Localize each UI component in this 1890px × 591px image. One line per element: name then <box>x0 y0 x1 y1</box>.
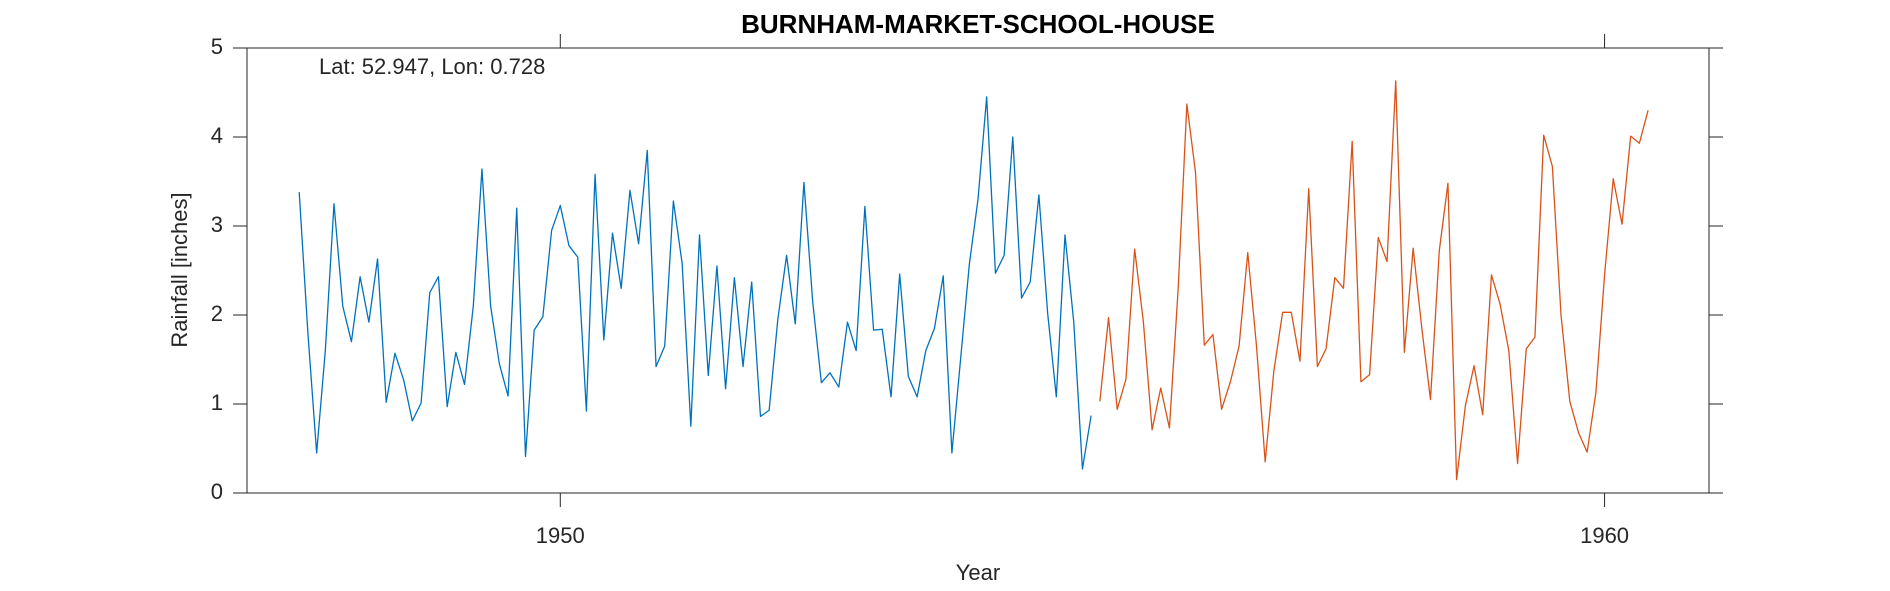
y-tick-label: 0 <box>211 479 223 504</box>
y-tick-label: 4 <box>211 123 223 148</box>
y-axis-label: Rainfall [inches] <box>167 192 192 347</box>
x-tick-label: 1960 <box>1580 523 1629 548</box>
y-tick-label: 1 <box>211 390 223 415</box>
axes-box <box>246 47 1710 494</box>
annotation: Lat: 52.947, Lon: 0.728 <box>319 54 545 79</box>
y-tick-label: 2 <box>211 301 223 326</box>
y-tick-label: 5 <box>211 34 223 59</box>
data-line <box>298 96 1092 470</box>
x-tick-label: 1950 <box>536 523 585 548</box>
y-tick-label: 3 <box>211 212 223 237</box>
chart-title: BURNHAM-MARKET-SCHOOL-HOUSE <box>741 9 1215 39</box>
data-line <box>1099 80 1649 481</box>
x-axis-label: Year <box>956 560 1000 585</box>
